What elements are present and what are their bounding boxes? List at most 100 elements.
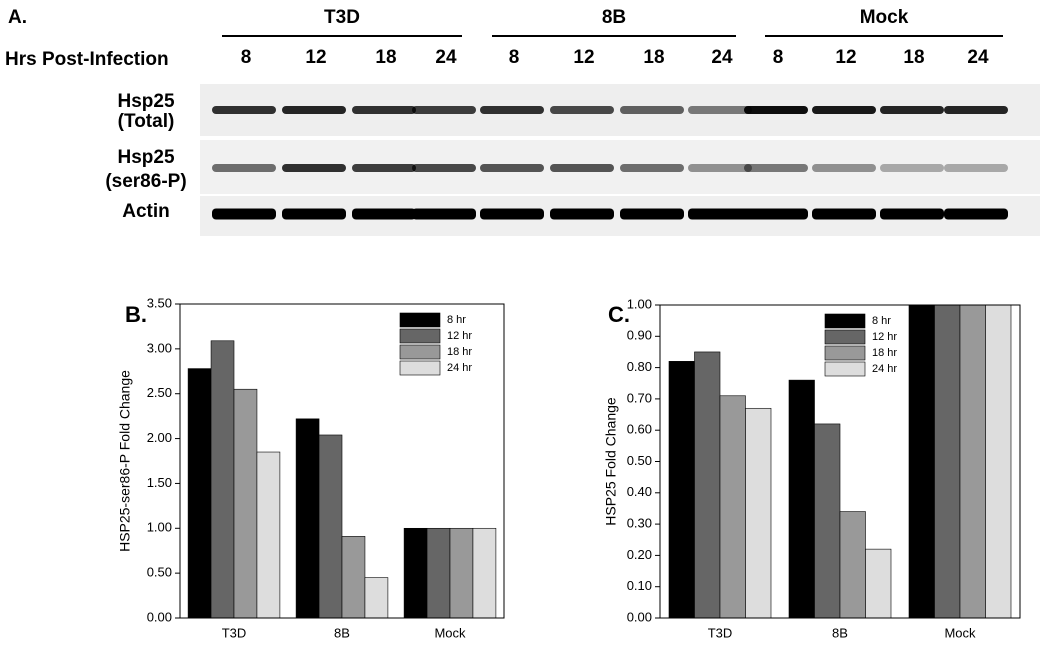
blot-band: [412, 208, 476, 220]
blot-band: [620, 208, 684, 220]
legend-swatch: [399, 344, 441, 360]
panel-label: B.: [125, 302, 147, 327]
blot-band: [550, 208, 614, 220]
blot-band: [352, 208, 416, 220]
y-tick-label: 0.50: [627, 453, 652, 468]
bar: [719, 395, 746, 619]
bar: [694, 351, 721, 619]
bar: [426, 527, 451, 619]
y-tick-label: 0.30: [627, 516, 652, 531]
lane-label: 8: [773, 47, 784, 68]
x-label: Hrs Post-Infection: [5, 49, 169, 70]
y-tick-label: 0.70: [627, 390, 652, 405]
legend-swatch: [399, 328, 441, 344]
blot-band: [744, 208, 808, 220]
lane-label: 12: [305, 47, 326, 68]
y-tick-label: 0.90: [627, 328, 652, 343]
blot-band: [480, 208, 544, 220]
legend-swatch: [824, 313, 866, 329]
blot-band: [212, 164, 276, 172]
bar: [959, 304, 986, 619]
group-label: 8B: [602, 7, 626, 28]
lane-label: 18: [903, 47, 924, 68]
y-axis-title: HSP25 Fold Change: [603, 397, 619, 526]
y-tick-label: 3.00: [147, 340, 172, 355]
bar: [839, 511, 866, 619]
bar: [295, 418, 320, 619]
y-tick-label: 0.10: [627, 578, 652, 593]
y-axis-title: HSP25-ser86-P Fold Change: [117, 370, 133, 552]
lane-label: 18: [375, 47, 396, 68]
blot-band: [212, 208, 276, 220]
legend-label: 12 hr: [447, 330, 472, 342]
legend-swatch: [399, 312, 441, 328]
bar: [210, 340, 235, 619]
plot-frame: [179, 303, 505, 619]
legend-swatch: [399, 360, 441, 376]
legend-swatch: [824, 345, 866, 361]
blot-band: [880, 208, 944, 220]
lane-label: 12: [835, 47, 856, 68]
y-tick-label: 1.00: [147, 520, 172, 535]
x-tick-label: 8B: [832, 625, 848, 640]
y-tick-label: 0.00: [147, 609, 172, 624]
blot-band: [212, 106, 276, 114]
x-tick-label: T3D: [222, 625, 247, 640]
bar: [364, 577, 389, 619]
bar: [187, 368, 212, 619]
blot-band: [282, 106, 346, 114]
bar: [788, 379, 815, 619]
y-tick-label: 1.00: [627, 296, 652, 311]
blot-band: [812, 208, 876, 220]
blot-band: [688, 106, 752, 114]
blot-band: [688, 208, 752, 220]
group-label: T3D: [324, 7, 360, 28]
y-tick-label: 0.40: [627, 484, 652, 499]
blot-band: [282, 164, 346, 172]
legend-label: 24 hr: [447, 362, 472, 374]
lane-label: 24: [711, 47, 733, 68]
y-tick-label: 2.00: [147, 430, 172, 445]
row-label: (ser86-P): [105, 171, 186, 192]
bar: [865, 548, 892, 619]
blot-band: [744, 164, 808, 172]
lane-label: 24: [435, 47, 457, 68]
blot-band: [412, 106, 476, 114]
blot-band: [282, 208, 346, 220]
blot-band: [550, 164, 614, 172]
legend-label: 18 hr: [872, 347, 897, 359]
legend-label: 8 hr: [447, 314, 466, 326]
bar: [934, 304, 961, 619]
blot-band: [688, 164, 752, 172]
row-label: Actin: [122, 201, 170, 222]
legend-swatch: [824, 361, 866, 377]
blot-band: [880, 164, 944, 172]
blot-band: [744, 106, 808, 114]
x-tick-label: T3D: [708, 625, 733, 640]
bar: [318, 434, 343, 619]
bar: [403, 527, 428, 619]
x-tick-label: Mock: [434, 625, 466, 640]
bar: [256, 451, 281, 619]
lane-label: 24: [967, 47, 989, 68]
row-label: Hsp25: [117, 147, 174, 168]
group-label: Mock: [860, 7, 909, 28]
lane-label: 18: [643, 47, 664, 68]
blot-band: [620, 164, 684, 172]
bar: [233, 388, 258, 619]
blot-band: [352, 164, 416, 172]
blot-band: [620, 106, 684, 114]
bar: [449, 527, 474, 619]
lane-label: 8: [509, 47, 520, 68]
y-tick-label: 0.50: [147, 565, 172, 580]
row-label: (Total): [118, 111, 175, 132]
bar: [745, 407, 772, 619]
blot-band: [812, 106, 876, 114]
y-tick-label: 0.60: [627, 422, 652, 437]
x-tick-label: 8B: [334, 625, 350, 640]
bar: [668, 361, 695, 619]
y-tick-label: 0.80: [627, 359, 652, 374]
bar: [985, 304, 1012, 619]
